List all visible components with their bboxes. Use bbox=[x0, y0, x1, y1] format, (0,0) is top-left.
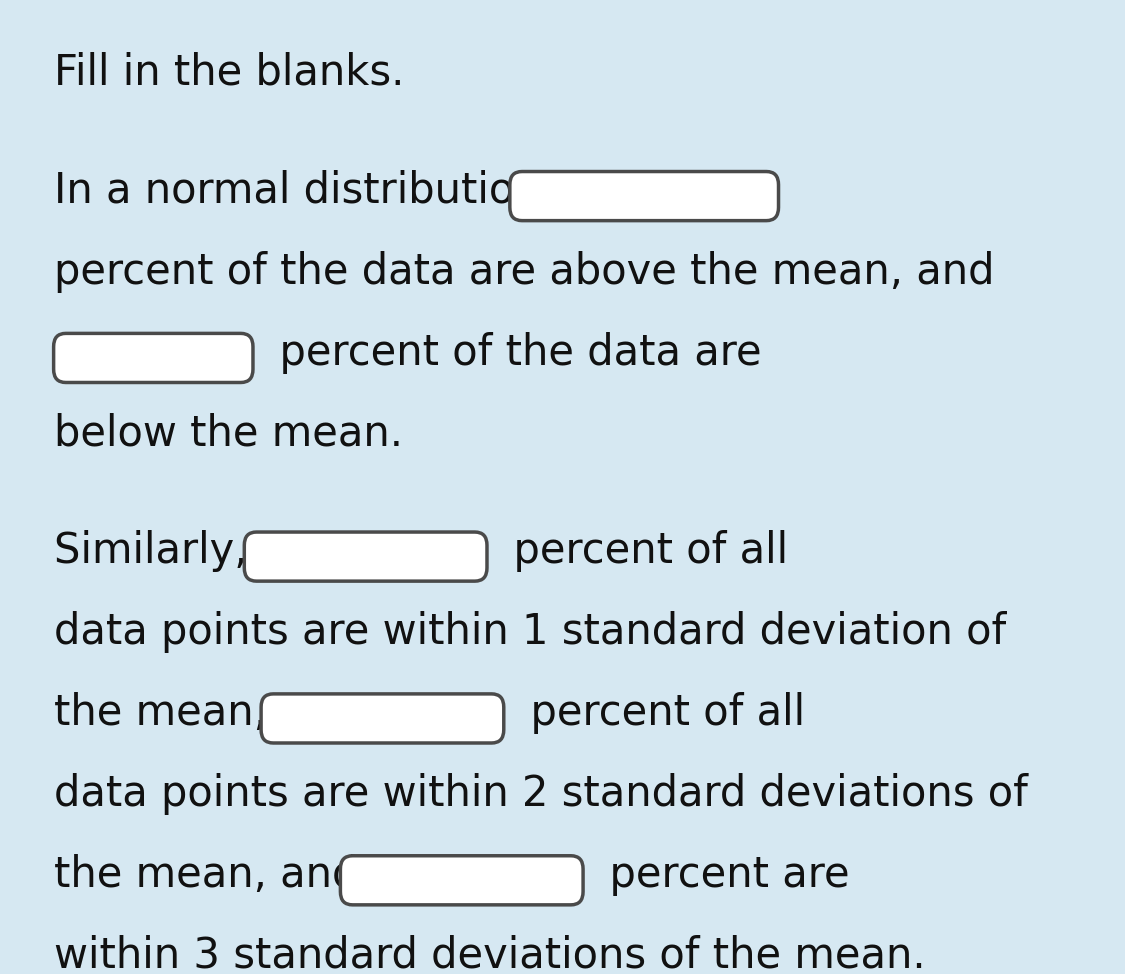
FancyBboxPatch shape bbox=[261, 693, 504, 743]
Text: below the mean.: below the mean. bbox=[54, 412, 403, 455]
FancyBboxPatch shape bbox=[244, 532, 487, 581]
Text: percent of all: percent of all bbox=[504, 692, 804, 734]
Text: Fill in the blanks.: Fill in the blanks. bbox=[54, 52, 404, 94]
Text: In a normal distribution,: In a normal distribution, bbox=[54, 169, 580, 211]
Text: percent of the data are: percent of the data are bbox=[253, 331, 762, 373]
Text: Similarly,: Similarly, bbox=[54, 530, 273, 572]
Text: the mean,: the mean, bbox=[54, 692, 292, 734]
Text: percent are: percent are bbox=[583, 854, 849, 896]
Text: within 3 standard deviations of the mean.: within 3 standard deviations of the mean… bbox=[54, 935, 925, 974]
Text: data points are within 1 standard deviation of: data points are within 1 standard deviat… bbox=[54, 611, 1006, 654]
FancyBboxPatch shape bbox=[341, 856, 583, 905]
Text: data points are within 2 standard deviations of: data points are within 2 standard deviat… bbox=[54, 773, 1027, 815]
Text: percent of the data are above the mean, and: percent of the data are above the mean, … bbox=[54, 250, 994, 292]
FancyBboxPatch shape bbox=[510, 171, 778, 221]
Text: the mean, and: the mean, and bbox=[54, 854, 385, 896]
Text: percent of all: percent of all bbox=[487, 530, 789, 572]
FancyBboxPatch shape bbox=[54, 333, 253, 383]
